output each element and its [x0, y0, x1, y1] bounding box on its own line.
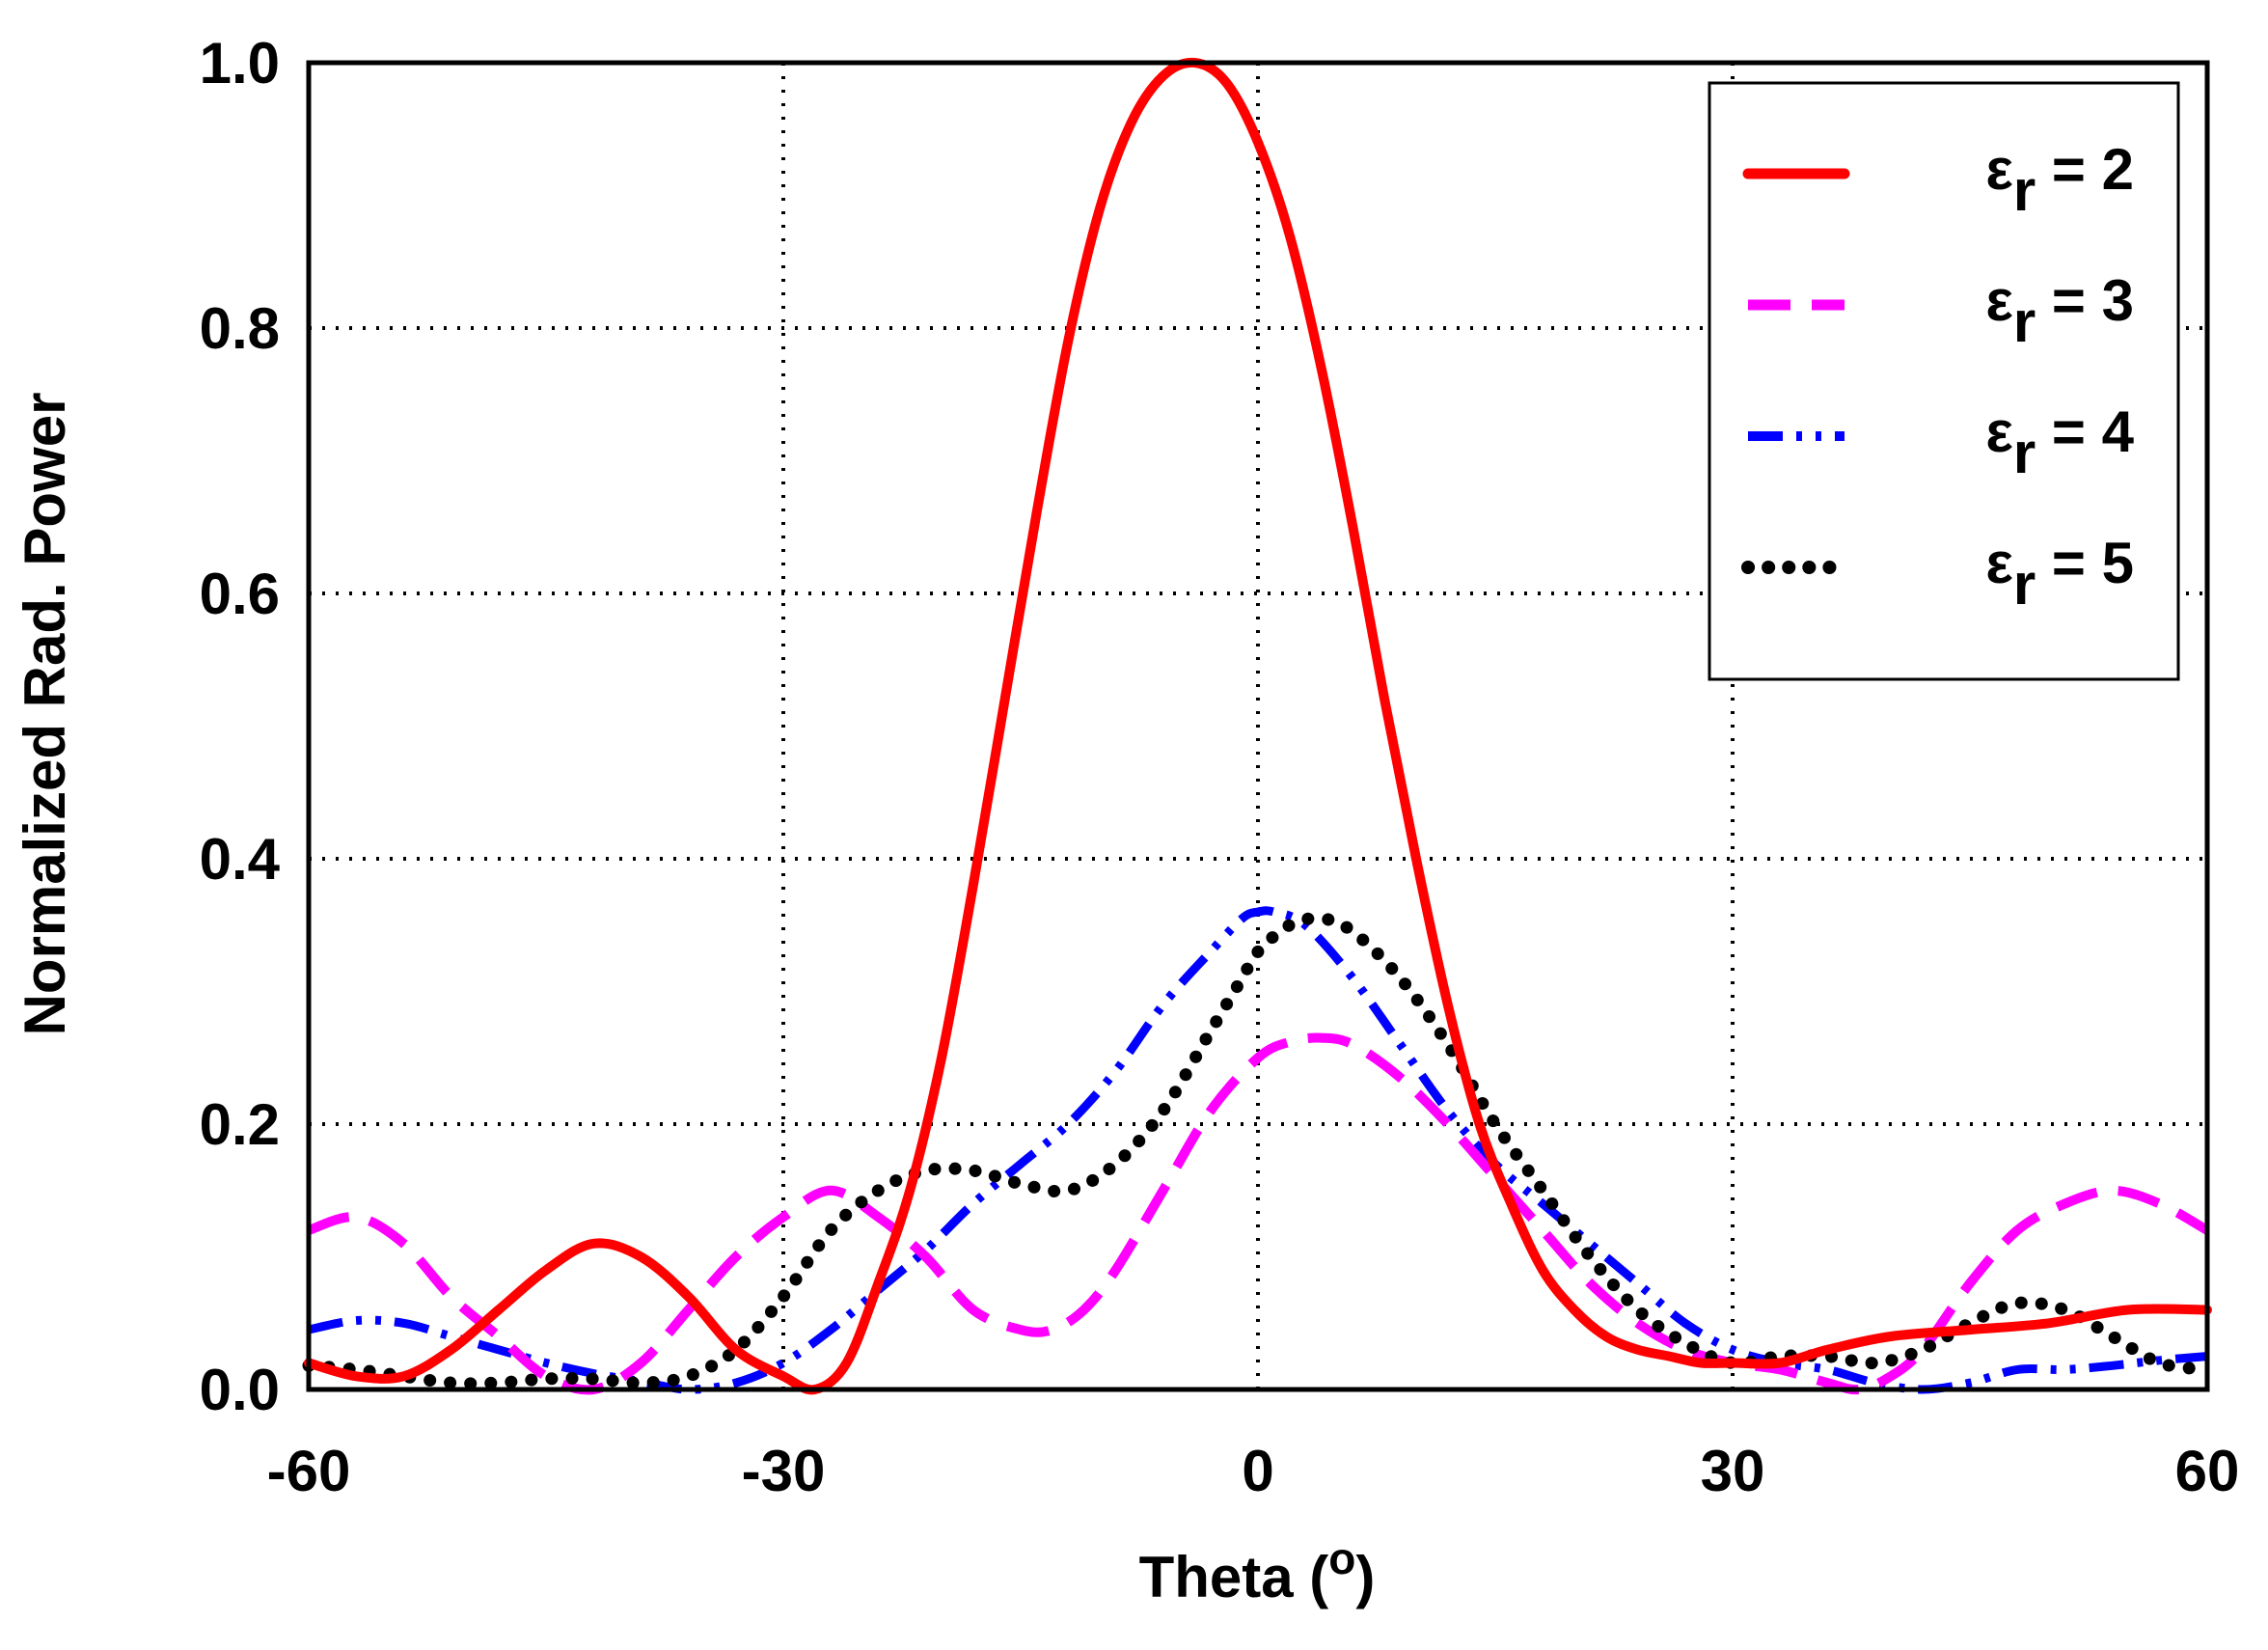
x-tick-label: -60	[267, 1439, 351, 1503]
legend-label-er2: εr = 2	[1985, 137, 2134, 223]
y-tick-label: 0.8	[200, 296, 280, 361]
y-tick-label: 0.4	[200, 827, 281, 892]
series-layer	[302, 57, 2214, 1395]
y-tick-label: 0.6	[200, 562, 280, 626]
axis-ticks: -60 -30 0 30 60 0.0 0.2 0.4 0.6 0.8 1.0	[200, 31, 2240, 1503]
x-tick-label: 0	[1242, 1439, 1273, 1503]
x-tick-label: -30	[742, 1439, 826, 1503]
x-axis-label: Theta (o)	[1139, 1533, 1376, 1609]
y-tick-label: 0.2	[200, 1092, 280, 1157]
legend-box	[1708, 81, 2180, 681]
series-line-er5	[302, 912, 2214, 1390]
y-axis-label: Normalized Rad. Power	[13, 393, 77, 1036]
x-tick-label: 30	[1701, 1439, 1765, 1503]
y-tick-label: 1.0	[200, 31, 280, 96]
plot-frame	[306, 60, 2210, 1392]
y-tick-label: 0.0	[200, 1358, 280, 1422]
x-tick-label: 60	[2175, 1439, 2240, 1503]
legend-label-er3: εr = 3	[1985, 268, 2134, 354]
series-line-er3	[307, 1032, 2210, 1395]
legend-label-er5: εr = 5	[1985, 531, 2134, 617]
legend: εr = 2 εr = 3 εr = 4 εr = 5	[1708, 81, 2180, 681]
series-line-er2	[304, 57, 2212, 1395]
legend-label-er4: εr = 4	[1985, 399, 2134, 485]
